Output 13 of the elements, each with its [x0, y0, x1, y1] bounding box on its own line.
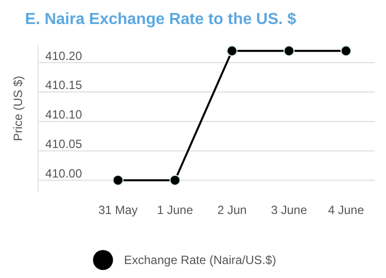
x-tick-label: 31 May	[98, 203, 138, 217]
legend-label: Exchange Rate (Naira/US.$)	[124, 253, 276, 267]
y-tick-label: 410.10	[45, 108, 82, 122]
y-tick-label: 410.05	[45, 137, 82, 152]
x-tick-label: 4 June	[328, 203, 364, 217]
y-tick-label: 410.00	[45, 166, 82, 180]
y-tick-label: 410.15	[45, 78, 82, 92]
x-tick-label: 2 Jun	[217, 203, 247, 217]
y-axis-title: Price (US $)	[11, 76, 25, 142]
chart-title: E. Naira Exchange Rate to the US. $	[25, 11, 296, 28]
x-tick-label: 1 June	[156, 203, 194, 217]
y-tick-label: 410.20	[45, 48, 82, 63]
x-tick-label: 3 June	[270, 203, 308, 217]
